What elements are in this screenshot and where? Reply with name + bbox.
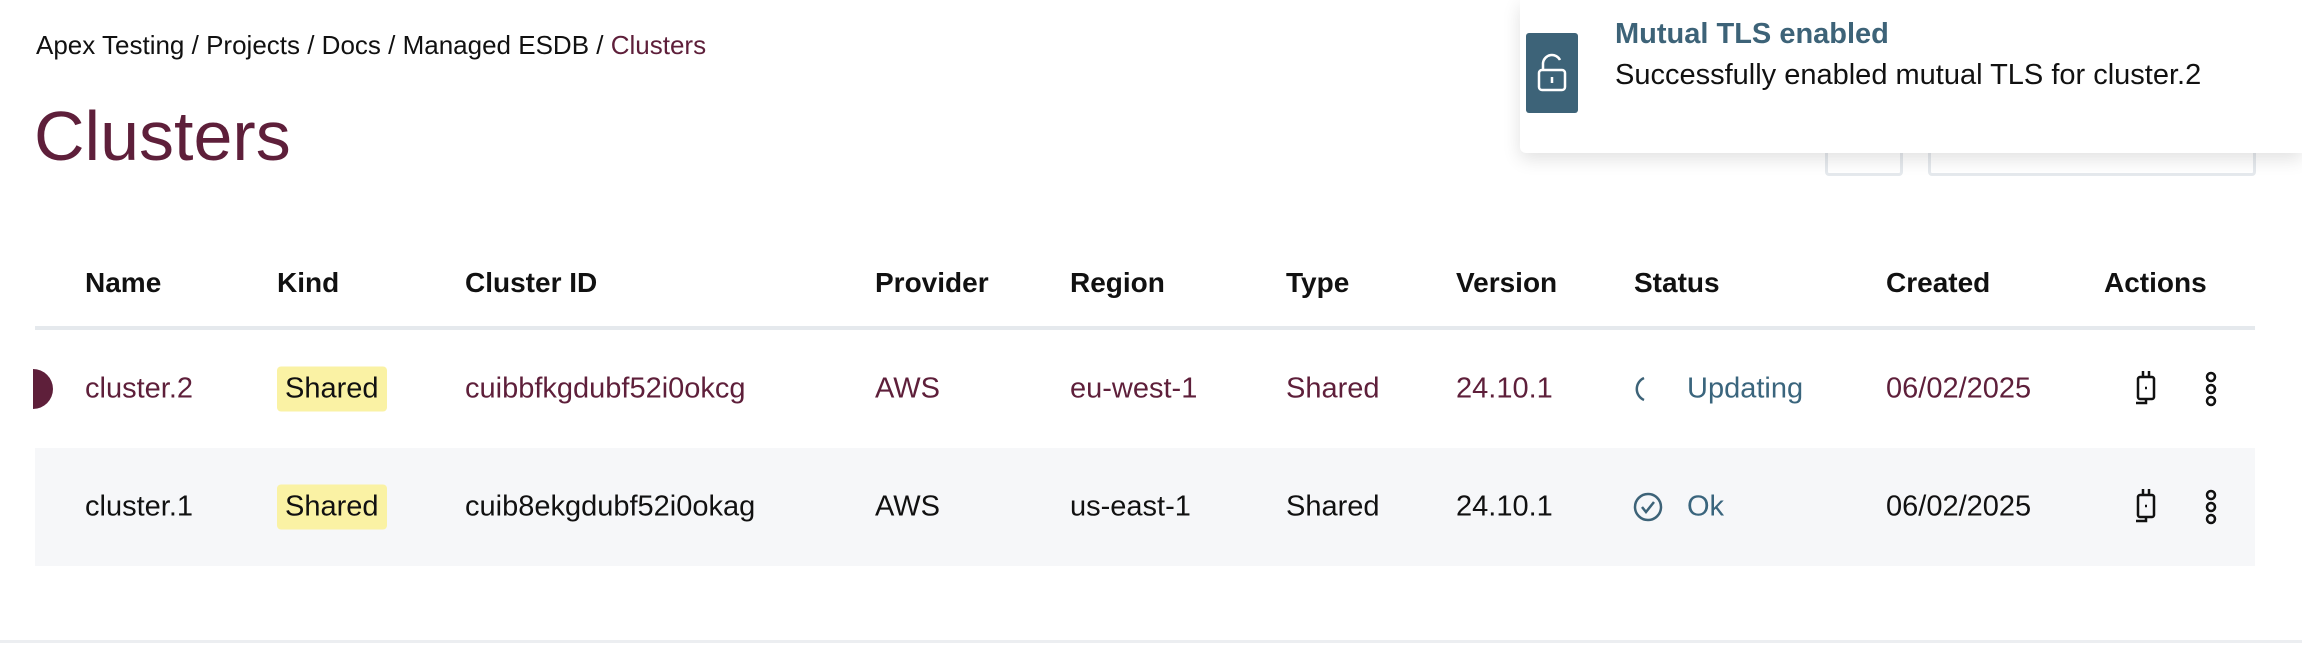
- divider: [0, 640, 2302, 643]
- region: eu-west-1: [1070, 372, 1198, 405]
- status-text: Ok: [1687, 490, 1725, 523]
- col-actions: Actions: [2104, 267, 2207, 298]
- col-type[interactable]: Type: [1286, 267, 1350, 298]
- more-options-icon[interactable]: [2204, 489, 2218, 525]
- breadcrumb-item[interactable]: Managed ESDB: [402, 30, 590, 60]
- cluster-id: cuibbfkgdubf52i0okcg: [465, 372, 746, 405]
- more-options-icon[interactable]: [2204, 371, 2218, 407]
- toast-message: Successfully enabled mutual TLS for clus…: [1615, 59, 2202, 91]
- kind-badge: Shared: [277, 484, 387, 530]
- col-kind[interactable]: Kind: [277, 267, 340, 298]
- type: Shared: [1286, 372, 1380, 405]
- spinner-icon: [1632, 374, 1662, 404]
- type: Shared: [1286, 490, 1380, 523]
- page-title: Clusters: [34, 97, 291, 175]
- version: 24.10.1: [1456, 372, 1553, 405]
- breadcrumb: Apex Testing / Projects / Docs / Managed…: [36, 30, 706, 61]
- breadcrumb-current: Clusters: [610, 30, 707, 60]
- breadcrumb-separator: /: [300, 30, 322, 60]
- unlock-icon: [1526, 33, 1578, 113]
- cluster-name-link[interactable]: cluster.2: [85, 372, 193, 405]
- status-text: Updating: [1687, 372, 1804, 405]
- breadcrumb-separator: /: [380, 30, 403, 60]
- table-row[interactable]: cluster.2 Shared cuibbfkgdubf52i0okcg AW…: [33, 330, 2255, 448]
- region: us-east-1: [1070, 490, 1191, 523]
- toast-title: Mutual TLS enabled: [1615, 18, 1889, 50]
- cluster-name-link[interactable]: cluster.1: [85, 490, 193, 523]
- col-cluster-id[interactable]: Cluster ID: [465, 267, 598, 298]
- col-created[interactable]: Created: [1886, 267, 1991, 298]
- provider: AWS: [875, 490, 940, 523]
- breadcrumb-item[interactable]: Apex Testing: [36, 30, 185, 60]
- check-circle-icon: [1632, 491, 1664, 523]
- col-version[interactable]: Version: [1456, 267, 1558, 298]
- connect-plug-icon[interactable]: [2133, 487, 2159, 527]
- selected-marker: [33, 369, 53, 409]
- breadcrumb-item[interactable]: Projects: [206, 30, 300, 60]
- breadcrumb-separator: /: [589, 30, 611, 60]
- breadcrumb-separator: /: [184, 30, 207, 60]
- kind-badge: Shared: [277, 366, 387, 412]
- table-header: Name Kind Cluster ID Provider Region Typ…: [35, 240, 2255, 330]
- created-date: 06/02/2025: [1886, 490, 2032, 523]
- col-status[interactable]: Status: [1634, 267, 1720, 298]
- toast-notification: Mutual TLS enabled Successfully enabled …: [1520, 0, 2302, 153]
- created-date: 06/02/2025: [1886, 372, 2032, 405]
- connect-plug-icon[interactable]: [2133, 369, 2159, 409]
- col-name[interactable]: Name: [85, 267, 162, 298]
- col-region[interactable]: Region: [1070, 267, 1165, 298]
- table-row[interactable]: cluster.1 Shared cuib8ekgdubf52i0okag AW…: [35, 448, 2255, 566]
- version: 24.10.1: [1456, 490, 1553, 523]
- col-provider[interactable]: Provider: [875, 267, 989, 298]
- clusters-table: Name Kind Cluster ID Provider Region Typ…: [33, 240, 2255, 566]
- breadcrumb-item[interactable]: Docs: [321, 30, 381, 60]
- provider: AWS: [875, 372, 940, 405]
- cluster-id: cuib8ekgdubf52i0okag: [465, 490, 756, 523]
